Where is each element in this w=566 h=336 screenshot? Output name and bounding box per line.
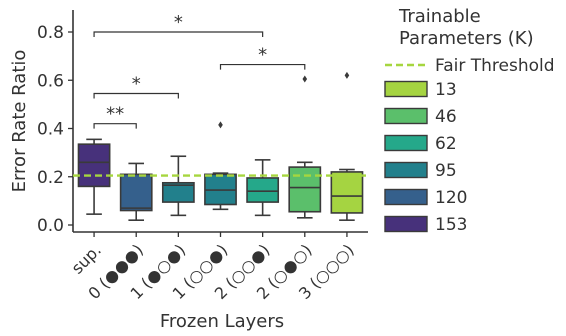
box-iqr	[288, 166, 322, 213]
legend-fair-threshold-label: Fair Threshold	[435, 56, 555, 76]
legend-swatch	[384, 134, 428, 152]
x-tick-label: sup.	[68, 240, 105, 277]
significance-label: *	[132, 74, 141, 95]
legend-label: 95	[435, 161, 457, 181]
y-tick-label: 0.4	[37, 120, 64, 140]
significance-bracket	[93, 92, 179, 99]
legend-swatch	[384, 107, 428, 125]
significance-label: *	[258, 45, 267, 66]
box-outlier	[302, 75, 308, 83]
y-tick-label: 0.0	[37, 216, 64, 236]
y-tick-label: 0.2	[37, 168, 64, 188]
legend-swatch	[384, 215, 428, 233]
legend-label: 13	[435, 80, 457, 100]
significance-label: **	[106, 104, 124, 125]
box-iqr	[77, 143, 111, 188]
legend-swatch	[384, 188, 428, 206]
legend-label: 153	[435, 215, 467, 235]
legend-label: 120	[435, 188, 467, 208]
significance-label: *	[174, 12, 183, 33]
y-axis-label: Error Rate Ratio	[9, 50, 30, 193]
box-iqr	[246, 177, 280, 203]
y-tick-label: 0.6	[37, 71, 64, 91]
legend-swatch	[384, 80, 428, 98]
box-iqr	[330, 171, 364, 214]
box-iqr	[161, 181, 195, 203]
legend-title: Trainable	[398, 6, 481, 27]
legend-title: Parameters (K)	[399, 28, 534, 49]
legend-label: 62	[435, 134, 457, 154]
significance-bracket	[93, 123, 137, 129]
y-tick-label: 0.8	[37, 23, 64, 43]
x-axis-label: Frozen Layers	[160, 311, 284, 332]
significance-bracket	[93, 31, 264, 37]
box-iqr	[119, 173, 153, 212]
legend-label: 46	[435, 107, 457, 127]
legend-swatch	[384, 161, 428, 179]
box-outlier	[218, 121, 223, 129]
significance-bracket	[219, 63, 306, 70]
box-outlier	[344, 71, 350, 79]
